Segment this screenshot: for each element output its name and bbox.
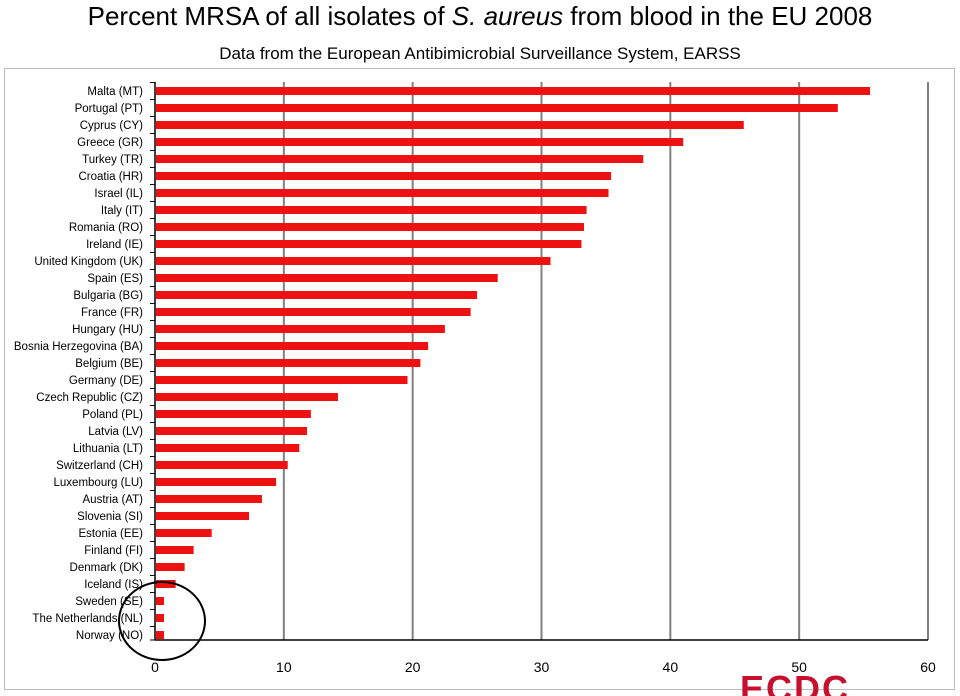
chart-frame — [4, 68, 955, 690]
x-tick-label: 60 — [920, 659, 936, 675]
category-label: Turkey (TR) — [82, 154, 143, 166]
title-prefix: Percent MRSA of all isolates of — [87, 1, 452, 31]
bar — [156, 257, 551, 265]
bar — [156, 495, 262, 503]
category-label: Italy (IT) — [101, 205, 143, 217]
category-label: Switzerland (CH) — [56, 460, 143, 472]
bar — [156, 342, 429, 350]
category-label: Ireland (IE) — [86, 239, 143, 251]
bar — [156, 274, 498, 282]
category-label: Czech Republic (CZ) — [36, 392, 143, 404]
bar — [156, 291, 478, 299]
bar — [156, 427, 308, 435]
bar — [156, 461, 288, 469]
bar — [156, 223, 585, 231]
bar — [156, 87, 871, 95]
bar — [156, 410, 311, 418]
bar — [156, 393, 338, 401]
x-tick-label: 50 — [791, 659, 807, 675]
category-label: Estonia (EE) — [78, 528, 143, 540]
logo-text: ECDC — [740, 674, 851, 696]
x-tick-label: 30 — [534, 659, 550, 675]
category-label: Austria (AT) — [83, 494, 144, 506]
title-species: S. aureus — [451, 1, 564, 31]
category-label: Iceland (IS) — [84, 579, 143, 591]
x-tick-label: 0 — [151, 659, 159, 675]
highlight-circle — [118, 581, 206, 661]
bar — [156, 512, 250, 520]
category-label: Belgium (BE) — [75, 358, 143, 370]
logo: ECDC — [740, 674, 960, 696]
category-label: Israel (IL) — [94, 188, 143, 200]
category-label: Portugal (PT) — [75, 103, 144, 115]
bar — [156, 529, 212, 537]
category-label: United Kingdom (UK) — [34, 256, 143, 268]
x-tick-label: 10 — [276, 659, 292, 675]
category-label: France (FR) — [81, 307, 143, 319]
x-tick-label: 40 — [663, 659, 679, 675]
category-label: Spain (ES) — [87, 273, 143, 285]
bar — [156, 546, 194, 554]
bar — [156, 206, 587, 214]
title-suffix: from blood in the EU 2008 — [563, 1, 873, 31]
category-label: Germany (DE) — [69, 375, 143, 387]
bar — [156, 172, 612, 180]
bar — [156, 308, 471, 316]
category-label: Bosnia Herzegovina (BA) — [14, 341, 143, 353]
bar — [156, 444, 300, 452]
category-label: Greece (GR) — [77, 137, 143, 149]
category-label: Luxembourg (LU) — [54, 477, 144, 489]
bar — [156, 376, 408, 384]
bar — [156, 104, 838, 112]
category-label: Denmark (DK) — [70, 562, 144, 574]
x-tick-label: 20 — [405, 659, 421, 675]
category-label: Croatia (HR) — [78, 171, 143, 183]
bar — [156, 189, 609, 197]
category-label: Malta (MT) — [87, 86, 143, 98]
category-label: Romania (RO) — [69, 222, 143, 234]
category-label: Lithuania (LT) — [73, 443, 143, 455]
category-label: Slovenia (SI) — [77, 511, 143, 523]
category-label: Poland (PL) — [82, 409, 143, 421]
category-label: Finland (FI) — [84, 545, 143, 557]
chart-title: Percent MRSA of all isolates of S. aureu… — [0, 0, 960, 32]
chart-subtitle: Data from the European Antibimicrobial S… — [219, 44, 741, 63]
bar — [156, 138, 684, 146]
category-label: Bulgaria (BG) — [73, 290, 143, 302]
category-label: Latvia (LV) — [88, 426, 143, 438]
bar — [156, 240, 582, 248]
bar — [156, 359, 421, 367]
bar — [156, 325, 445, 333]
bar — [156, 155, 644, 163]
category-label: Hungary (HU) — [72, 324, 143, 336]
bar — [156, 563, 185, 571]
category-label: Cyprus (CY) — [80, 120, 143, 132]
category-label: The Netherlands (NL) — [32, 613, 143, 625]
bar — [156, 121, 744, 129]
bar — [156, 478, 277, 486]
